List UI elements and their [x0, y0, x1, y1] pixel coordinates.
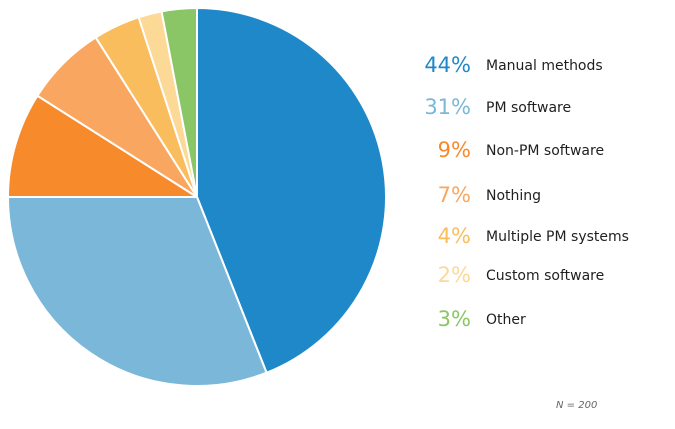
pie-slice-manual-methods: [196, 7, 388, 374]
legend-percent-non-pm-software: 9%: [438, 138, 471, 162]
sample-size-note: N = 200: [556, 400, 597, 411]
legend-label-non-pm-software: Non-PM software: [486, 143, 604, 159]
legend-label-other: Other: [486, 312, 526, 328]
legend-label-pm-software: PM software: [486, 100, 571, 116]
legend-percent-pm-software: 31%: [424, 95, 471, 119]
legend-percent-custom-software: 2%: [438, 263, 471, 287]
legend-label-custom-software: Custom software: [486, 268, 604, 284]
legend-percent-other: 3%: [438, 307, 471, 331]
pie-slice-other: [160, 7, 198, 198]
pie-slice-non-pm-software: [7, 94, 198, 198]
legend-label-nothing: Nothing: [486, 188, 541, 204]
legend: 44% Manual methods 31% PM software 9% Non-PM …: [424, 53, 629, 331]
pie-slice-pm-software: [7, 196, 268, 387]
legend-label-multiple-pm-systems: Multiple PM systems: [486, 229, 629, 245]
legend-label-manual-methods: Manual methods: [486, 58, 603, 74]
pie-slices: [7, 7, 388, 387]
legend-percent-multiple-pm-systems: 4%: [438, 224, 471, 248]
legend-percent-manual-methods: 44%: [424, 53, 471, 77]
legend-percent-nothing: 7%: [438, 183, 471, 207]
